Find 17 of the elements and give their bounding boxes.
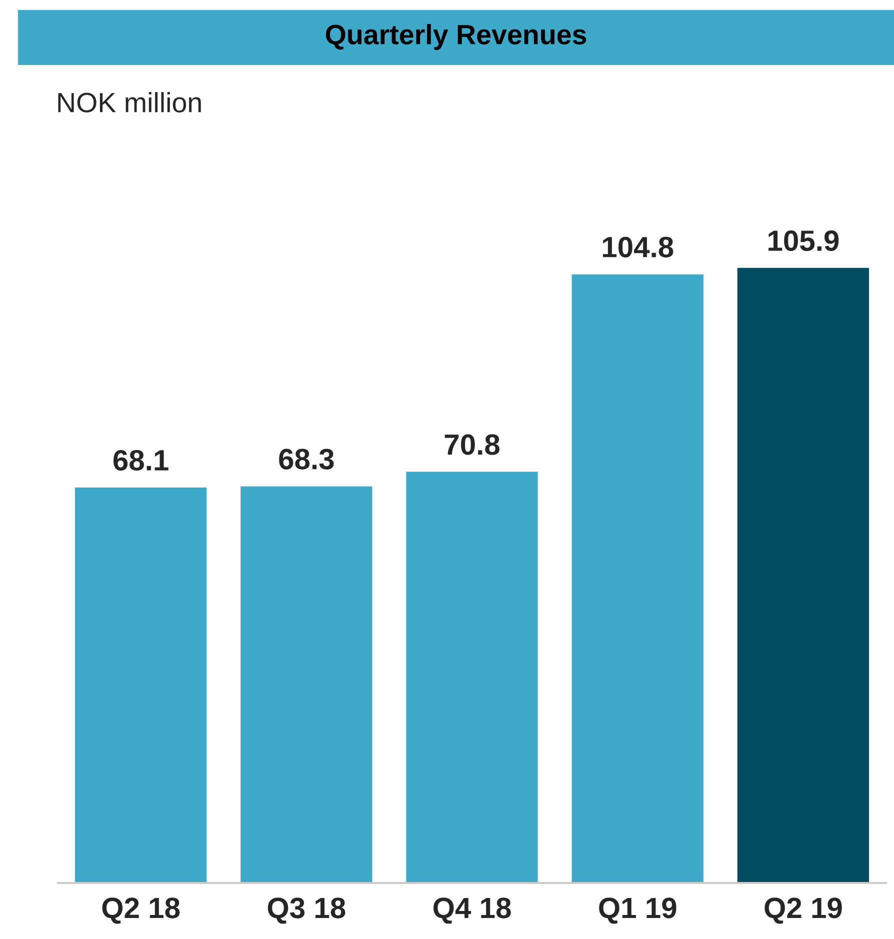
bar [240,486,372,883]
bar [572,274,704,883]
x-tick-label: Q2 19 [764,898,842,924]
data-label: 104.8 [602,236,674,258]
bar [737,268,870,883]
data-label: 70.8 [444,434,500,455]
data-label: 105.9 [768,230,839,252]
data-label: 68.1 [113,450,168,471]
x-tick-label: Q1 19 [599,898,676,924]
chart-title: Quarterly Revenues [326,24,586,50]
x-tick-label: Q2 18 [102,898,180,924]
bar [406,472,538,883]
bar [74,487,207,883]
x-tick-label: Q4 18 [433,898,511,924]
chart-subtitle: NOK million [58,92,201,112]
x-tick-label: Q3 18 [268,898,346,924]
data-label: 68.3 [279,448,334,470]
